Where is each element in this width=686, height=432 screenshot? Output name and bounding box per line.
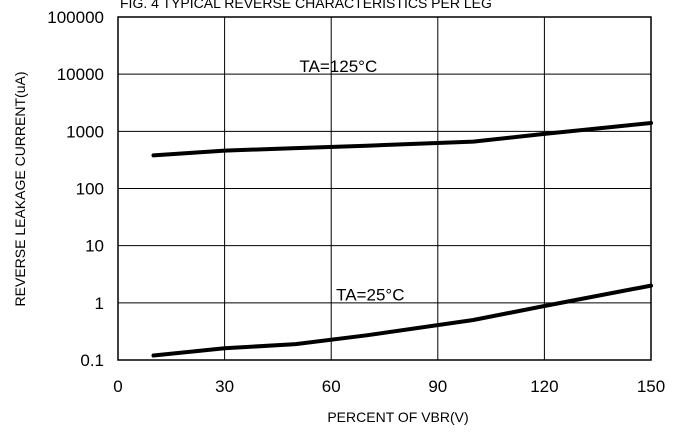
series-line-ta-125 — [151, 121, 653, 158]
x-tick-label: 30 — [215, 377, 234, 396]
series-annotation-label: TA=125°C — [299, 57, 377, 76]
y-tick-label: 0.1 — [80, 351, 104, 370]
x-tick-label: 150 — [637, 377, 665, 396]
x-tick-label: 90 — [428, 377, 447, 396]
grid — [117, 16, 652, 361]
annotations: TA=125°C TA=25°C — [299, 57, 404, 305]
y-tick-label: 10 — [85, 237, 104, 256]
series-layer — [151, 121, 653, 358]
series-line-ta-25 — [151, 283, 653, 358]
x-tick-label: 0 — [113, 377, 122, 396]
y-axis-title: REVERSE LEAKAGE CURRENT(uA) — [12, 72, 28, 307]
y-tick-label: 100 — [76, 180, 104, 199]
x-tick-label: 120 — [530, 377, 558, 396]
chart-title: FIG. 4 TYPICAL REVERSE CHARACTERISTICS P… — [120, 0, 492, 11]
series-annotation-label: TA=25°C — [336, 285, 404, 304]
y-tick-label: 10000 — [57, 65, 104, 84]
x-tick-label: 60 — [322, 377, 341, 396]
x-axis-ticks: 0 30 60 90 120 150 — [113, 377, 665, 396]
y-tick-label: 1 — [95, 294, 104, 313]
x-axis-title: PERCENT OF VBR(V) — [327, 409, 468, 425]
y-tick-label: 1000 — [66, 122, 104, 141]
y-axis-ticks: 0.1 1 10 100 1000 10000 100000 — [47, 8, 104, 370]
y-tick-label: 100000 — [47, 8, 104, 27]
plot-frame — [117, 16, 652, 361]
